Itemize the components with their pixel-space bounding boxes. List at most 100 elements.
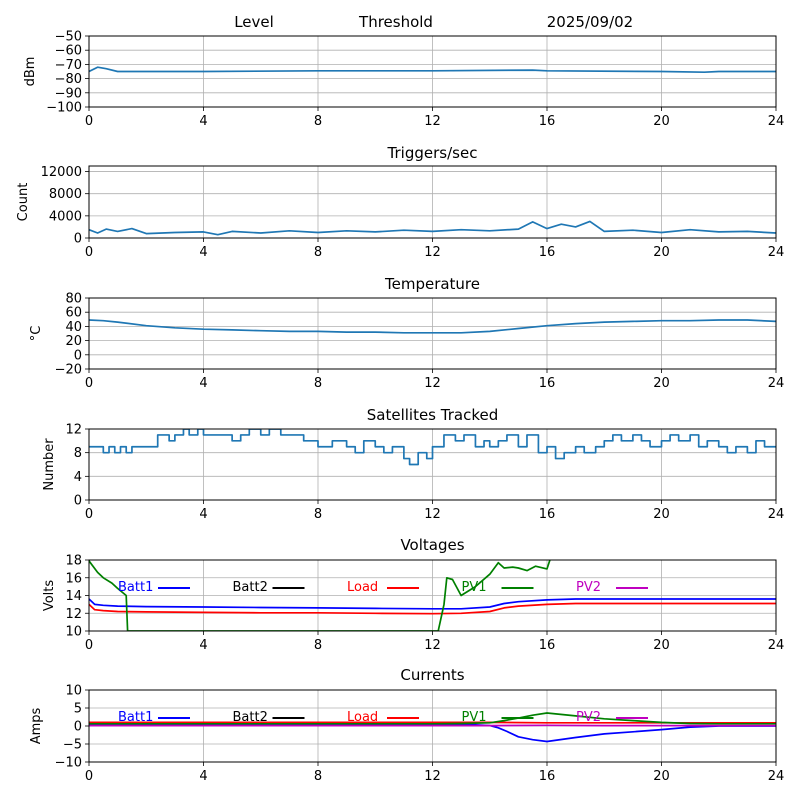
plot-frame [88,35,777,108]
panel-0: 0 4 8 12 16 20 24 −50−60−70−80−90−100 dBm [23,30,784,130]
panel-5: 0 4 8 12 16 20 24 10 5 0 −5 −10 Batt1 Batt2 Load PV1 PV2… [29,666,784,784]
x-tick-label: 0 [85,376,93,391]
x-tick-label: 24 [768,245,785,260]
y-tick-label: 10 [65,625,82,640]
y-tick-label: 8 [74,446,82,461]
x-tick-label: 16 [539,245,556,260]
x-tick-label: 24 [768,376,785,391]
panel-title: Voltages [400,536,464,554]
legend-label-pv1: PV1 [462,710,487,725]
y-tick-label: 16 [65,571,82,586]
plot-frame [88,165,777,239]
y-axis-label: Amps [29,707,44,744]
x-tick-label: 12 [424,245,441,260]
legend-label-batt2: Batt2 [233,710,268,725]
y-tick-label: 40 [65,320,82,335]
y-tick-label: 10 [65,684,82,699]
x-tick-label: 16 [539,114,556,129]
panel-title: Triggers/sec [387,144,478,162]
x-tick-label: 20 [653,769,670,784]
x-tick-label: 0 [85,507,93,522]
y-tick-label: 0 [74,494,82,509]
threshold-label: Threshold [358,13,433,31]
legend-label-load: Load [347,710,378,725]
y-tick-label: −90 [55,86,82,101]
x-tick-label: 8 [314,638,322,653]
x-tick-label: 8 [314,245,322,260]
x-tick-label: 16 [539,507,556,522]
x-tick-label: 20 [653,245,670,260]
x-tick-label: 24 [768,769,785,784]
legend-label-batt1: Batt1 [118,580,153,595]
y-tick-label: −70 [55,58,82,73]
legend-label-pv1: PV1 [462,580,487,595]
y-axis-label: Number [42,438,57,491]
x-tick-label: 4 [199,769,207,784]
x-tick-label: 20 [653,376,670,391]
y-tick-label: 60 [65,306,82,321]
plot-frame [88,428,777,501]
x-tick-label: 16 [539,376,556,391]
panel-4: 0 4 8 12 16 20 24 18 16 14 12 10 Batt1 Batt2 Load PV1 PV… [42,536,784,653]
y-tick-label: 0 [74,348,82,363]
panel-1: 0 4 8 12 16 20 24 12000 8000 4000 0 Triggers/sec Cou… [16,144,784,260]
level-label: Level [234,13,274,31]
legend-label-batt1: Batt1 [118,710,153,725]
x-tick-label: 0 [85,114,93,129]
y-tick-label: 8000 [49,187,82,202]
y-axis-label: Volts [42,580,57,612]
y-tick-label: 4000 [49,209,82,224]
x-tick-label: 4 [199,507,207,522]
series-line [89,319,776,334]
y-tick-label: 20 [65,334,82,349]
y-tick-label: −10 [55,756,82,771]
y-tick-label: 5 [74,702,82,717]
plot-frame [88,297,777,370]
x-tick-label: 4 [199,376,207,391]
y-tick-label: −50 [55,30,82,45]
y-tick-label: 12 [65,423,82,438]
x-tick-label: 12 [424,638,441,653]
y-tick-label: 80 [65,292,82,307]
x-tick-label: 20 [653,114,670,129]
y-tick-label: 0 [74,720,82,735]
y-tick-label: 18 [65,554,82,569]
date-label: 2025/09/02 [547,13,633,31]
x-tick-label: 12 [424,769,441,784]
y-tick-label: 12000 [41,165,82,180]
y-tick-label: 14 [65,589,82,604]
series-line [89,220,776,236]
x-tick-label: 20 [653,638,670,653]
x-tick-label: 24 [768,507,785,522]
x-tick-label: 0 [85,769,93,784]
x-tick-label: 12 [424,114,441,129]
panel-title: Temperature [384,275,480,293]
x-tick-label: 24 [768,114,785,129]
legend-label-load: Load [347,580,378,595]
x-tick-label: 20 [653,507,670,522]
y-tick-label: 4 [74,470,82,485]
series-line-batt1 [89,598,776,610]
x-tick-label: 0 [85,245,93,260]
x-tick-label: 8 [314,769,322,784]
x-tick-label: 0 [85,638,93,653]
y-axis-label: dBm [23,57,38,87]
legend-label-pv2: PV2 [576,580,601,595]
panel-title: Satellites Tracked [367,406,498,424]
series-line [89,429,776,466]
series-line-load [89,602,776,615]
series-line [89,66,776,74]
series-line-pv1 [89,712,776,725]
x-tick-label: 8 [314,114,322,129]
series-line-pv1 [89,560,551,631]
legend-label-pv2: PV2 [576,710,601,725]
x-tick-label: 8 [314,507,322,522]
y-tick-label: −60 [55,44,82,59]
x-tick-label: 12 [424,507,441,522]
panel-title: Currents [400,666,464,684]
plot-frame [88,559,777,632]
x-tick-label: 12 [424,376,441,391]
plot-frame [88,689,777,763]
